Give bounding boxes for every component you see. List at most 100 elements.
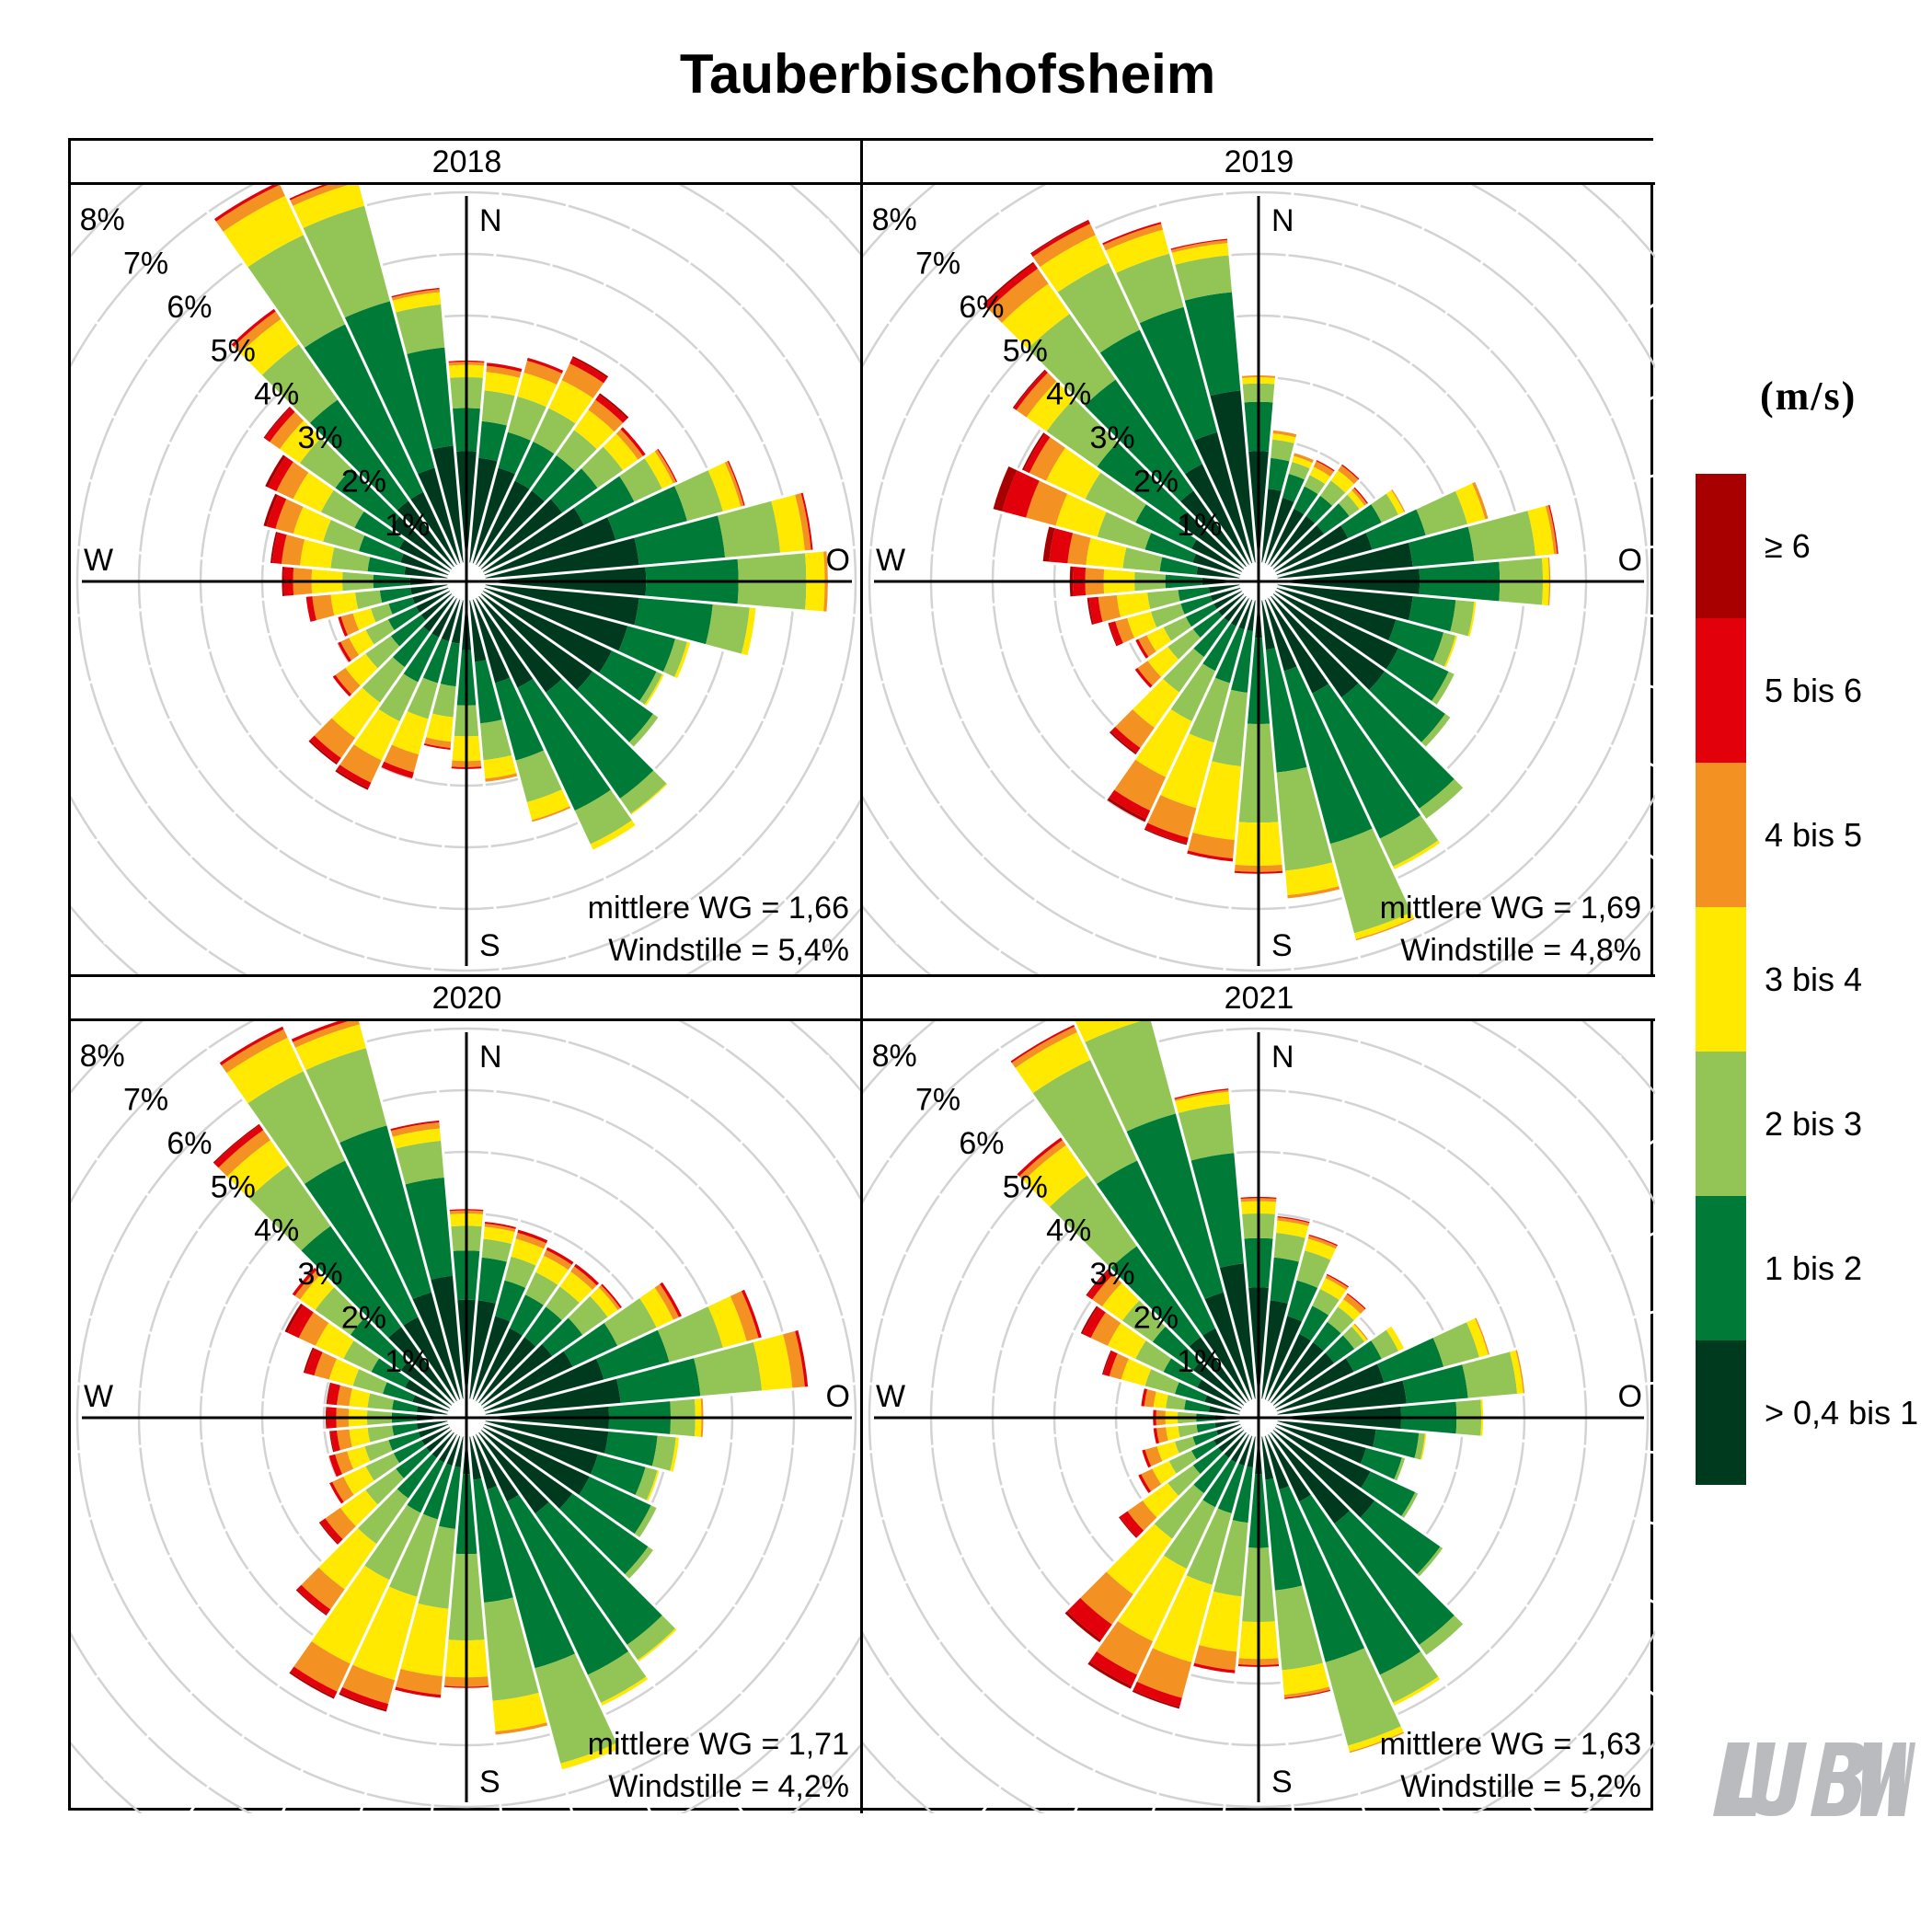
sector-segment (482, 506, 585, 574)
legend-swatch (1696, 763, 1746, 907)
sector-segment (217, 1129, 272, 1178)
sector-segment (993, 465, 1018, 513)
sector-segment (1359, 1499, 1442, 1576)
mean-speed-label: mittlere WG = 1,71 (588, 1727, 849, 1762)
sector-segment (1186, 832, 1236, 859)
sector-segment (1108, 730, 1138, 755)
sector-segment (1015, 371, 1058, 419)
sector-segment (1370, 492, 1399, 524)
sector-segment (1009, 1024, 1076, 1064)
sector-segment (643, 450, 674, 490)
sector-segment (1315, 459, 1336, 473)
sector-segment (1169, 238, 1229, 250)
sector-segment (1065, 1596, 1113, 1641)
compass-label-south: S (1271, 1765, 1293, 1800)
sector-segment (390, 289, 442, 301)
ring-label: 1% (385, 1344, 430, 1379)
sector-segment (1016, 1136, 1064, 1178)
sector-segment (1134, 502, 1198, 550)
sector-segment (1192, 616, 1230, 659)
sector-segment (547, 379, 594, 425)
sector-segment (602, 432, 639, 472)
sector-segment (1527, 504, 1555, 558)
sector-segment (340, 612, 360, 637)
sector-segment (473, 660, 504, 724)
sector-segment (1192, 1644, 1238, 1671)
sector-segment (1159, 732, 1215, 809)
sector-segment (1311, 683, 1422, 840)
sector-segment (479, 498, 564, 570)
sector-segment (794, 491, 811, 552)
sector-segment (1509, 1349, 1524, 1396)
sector-segment (1324, 1334, 1356, 1364)
sector-segment (1135, 1647, 1193, 1699)
ring-label: 2% (1133, 464, 1179, 499)
panel-2019: 2019 N S W O 1% 2% 3% 4% 5% 6% 7% 8% mittlere WG = 1… (863, 141, 1655, 977)
sector-segment (1431, 670, 1455, 707)
sector-segment (318, 1520, 339, 1546)
sector-segment (1140, 1467, 1162, 1493)
sector-segment (1229, 629, 1255, 694)
sector-segment (310, 1564, 391, 1664)
sector-segment (331, 1475, 355, 1503)
ring-label: 4% (1046, 1213, 1091, 1248)
sector-segment (558, 1492, 650, 1576)
sector-segment (570, 355, 610, 379)
sector-segment (1133, 707, 1193, 778)
sector-segment (1515, 1348, 1525, 1395)
sector-segment (1152, 1325, 1202, 1372)
sector-segment (486, 1485, 577, 1669)
sector-segment (1133, 666, 1154, 689)
sector-segment (247, 1164, 332, 1252)
sector-segment (1110, 725, 1142, 754)
sector-segment (568, 357, 609, 385)
ring-label: 3% (1089, 420, 1134, 455)
sector-segment (1293, 485, 1319, 515)
sector-segment (522, 360, 564, 385)
sector-segment (328, 1453, 343, 1478)
sector-segment (1297, 1305, 1330, 1341)
sector-segment (334, 467, 401, 528)
sector-segment (530, 454, 577, 503)
sector-segment (474, 1433, 521, 1502)
sector-segment (1141, 1448, 1152, 1469)
sector-segment (382, 1380, 416, 1404)
sector-segment (1270, 1431, 1351, 1524)
sector-segment (1217, 592, 1246, 617)
sector-segment (497, 431, 533, 475)
sector-segment (260, 343, 339, 424)
sector-segment (1203, 1394, 1241, 1413)
sector-segment (275, 498, 305, 535)
sector-segment (404, 1177, 454, 1281)
sector-segment (1372, 1428, 1420, 1460)
sector-segment (558, 1271, 594, 1305)
sector-segment (1276, 1215, 1311, 1224)
compass-label-north: N (1271, 1040, 1294, 1075)
sector-segment (1217, 1429, 1246, 1454)
sector-segment (1215, 1422, 1241, 1437)
sector-segment (1162, 615, 1192, 642)
sector-segment (1116, 1554, 1189, 1642)
sector-segment (477, 594, 563, 694)
sector-segment (1393, 1455, 1406, 1482)
sector-segment (338, 1686, 390, 1710)
sector-segment (1102, 1349, 1119, 1378)
sector-segment (1185, 850, 1235, 862)
sector-segment (724, 459, 744, 508)
ring-label: 8% (872, 202, 917, 237)
sector-segment (283, 1302, 305, 1335)
sector-segment (1167, 627, 1202, 661)
sector-segment (1275, 1217, 1311, 1227)
sector-segment (576, 670, 654, 743)
sector-segment (1100, 221, 1163, 246)
ring-label: 5% (211, 333, 256, 368)
sector-segment (1144, 1444, 1163, 1468)
sector-segment (1173, 1089, 1230, 1102)
sector-segment (1196, 1378, 1243, 1410)
sector-segment (597, 1283, 622, 1312)
sector-segment (600, 1282, 623, 1310)
sector-segment (1021, 431, 1046, 472)
sector-segment (638, 1286, 674, 1329)
sector-segment (1337, 465, 1360, 486)
sector-segment (1278, 1485, 1366, 1663)
